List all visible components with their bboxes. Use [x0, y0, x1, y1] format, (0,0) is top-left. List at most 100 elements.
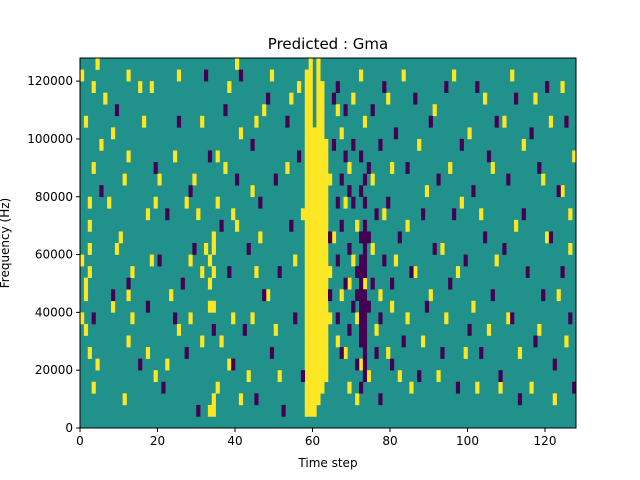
- heatmap-cell-high: [514, 219, 519, 232]
- heatmap-cell-low: [459, 138, 464, 151]
- heatmap-cell-high: [320, 358, 325, 371]
- heatmap-cell-high: [91, 162, 96, 174]
- heatmap-cell-high: [316, 358, 321, 371]
- heatmap-cell-high: [320, 185, 325, 198]
- heatmap-cell-low: [386, 196, 391, 209]
- heatmap-cell-low: [285, 115, 290, 128]
- heatmap-cell-high: [436, 370, 441, 383]
- heatmap-cell-high: [312, 358, 317, 371]
- heatmap-cell-low: [359, 266, 364, 278]
- heatmap-cell-high: [556, 289, 561, 302]
- heatmap-cell-high: [304, 115, 309, 128]
- heatmap-cell-high: [494, 254, 499, 267]
- heatmap-cell-high: [320, 115, 325, 128]
- heatmap-cell-high: [324, 335, 329, 348]
- heatmap-cell-high: [83, 289, 89, 302]
- heatmap-cell-high: [304, 208, 309, 221]
- heatmap-cell-high: [417, 138, 422, 151]
- heatmap-cell-high: [529, 381, 534, 394]
- heatmap-cell-high: [254, 266, 259, 278]
- heatmap-cell-high: [428, 289, 433, 302]
- heatmap-cell-high: [273, 323, 278, 336]
- heatmap-cell-high: [316, 335, 321, 348]
- heatmap-cell-high: [405, 312, 410, 325]
- heatmap-cell-high: [316, 185, 321, 198]
- heatmap-cell-low: [266, 92, 271, 105]
- heatmap-cell-high: [320, 231, 325, 244]
- heatmap-cell-high: [316, 92, 321, 105]
- heatmap-cell-high: [304, 162, 309, 174]
- heatmap-cell-high: [320, 277, 325, 290]
- heatmap-cell-low: [479, 347, 484, 359]
- heatmap-cell-high: [421, 335, 426, 348]
- heatmap-cell-high: [304, 370, 309, 383]
- y-tick-label: 100000: [27, 132, 73, 146]
- heatmap-cell-high: [316, 81, 321, 93]
- plot-area: [79, 57, 577, 429]
- heatmap-cell-high: [459, 196, 464, 209]
- heatmap-cell-low: [254, 393, 259, 406]
- heatmap-cell-high: [250, 185, 255, 198]
- x-tick-label: 100: [456, 434, 479, 448]
- heatmap-cell-low: [498, 370, 503, 383]
- heatmap-cell-low: [366, 162, 371, 174]
- heatmap-cell-low: [362, 335, 368, 348]
- heatmap-cell-low: [556, 185, 561, 198]
- heatmap-cell-low: [355, 289, 360, 302]
- heatmap-cell-low: [359, 323, 364, 336]
- heatmap-cell-high: [308, 335, 313, 348]
- heatmap-cell-low: [374, 208, 379, 221]
- heatmap-cell-low: [362, 312, 368, 325]
- heatmap-cell-high: [126, 335, 131, 348]
- heatmap-cell-high: [320, 381, 325, 394]
- heatmap-cell-high: [401, 69, 406, 82]
- heatmap-cell-low: [328, 231, 333, 244]
- heatmap-cell-high: [145, 208, 151, 221]
- heatmap-cell-high: [471, 300, 476, 313]
- heatmap-cell-high: [320, 347, 325, 359]
- heatmap-cell-high: [316, 219, 321, 232]
- heatmap-cell-high: [316, 58, 321, 70]
- x-tick-label: 80: [382, 434, 397, 448]
- heatmap-cell-high: [304, 185, 309, 198]
- heatmap-cell-low: [343, 104, 348, 117]
- heatmap-cell-high: [386, 92, 391, 105]
- heatmap-cell-low: [145, 300, 151, 313]
- heatmap-cell-low: [359, 231, 364, 244]
- heatmap-cell-high: [316, 266, 321, 278]
- heatmap-cell-high: [293, 254, 298, 267]
- heatmap-cell-high: [211, 266, 216, 278]
- heatmap-cell-high: [312, 196, 317, 209]
- heatmap-cell-low: [362, 300, 368, 313]
- heatmap-cell-low: [421, 208, 426, 221]
- heatmap-cell-low: [359, 381, 364, 394]
- heatmap-cell-high: [308, 127, 313, 140]
- heatmap-cell-high: [149, 254, 154, 267]
- heatmap-cell-high: [308, 231, 313, 244]
- heatmap-cell-low: [188, 185, 193, 198]
- heatmap-cell-high: [498, 381, 503, 394]
- heatmap-cell-high: [266, 289, 271, 302]
- heatmap-cell-high: [316, 370, 321, 383]
- heatmap-cell-high: [339, 289, 344, 302]
- heatmap-cell-high: [324, 243, 329, 255]
- heatmap-cell-high: [328, 173, 333, 186]
- heatmap-cell-high: [320, 370, 325, 383]
- heatmap-cell-high: [312, 381, 317, 394]
- heatmap-cell-low: [374, 347, 379, 359]
- heatmap-cell-low: [297, 150, 302, 163]
- heatmap-cell-low: [343, 277, 348, 290]
- heatmap-cell-low: [390, 358, 395, 371]
- heatmap-cell-low: [246, 243, 251, 255]
- heatmap-cell-high: [324, 289, 329, 302]
- heatmap-cell-high: [316, 381, 321, 394]
- heatmap-cell-low: [397, 231, 402, 244]
- heatmap-cell-high: [87, 243, 92, 255]
- heatmap-cell-low: [91, 312, 96, 325]
- heatmap-cell-high: [304, 300, 309, 313]
- heatmap-cell-high: [157, 173, 162, 186]
- heatmap-cell-high: [312, 127, 317, 140]
- heatmap-cell-high: [304, 358, 309, 371]
- heatmap-cell-high: [324, 347, 329, 359]
- heatmap-cell-high: [510, 69, 515, 82]
